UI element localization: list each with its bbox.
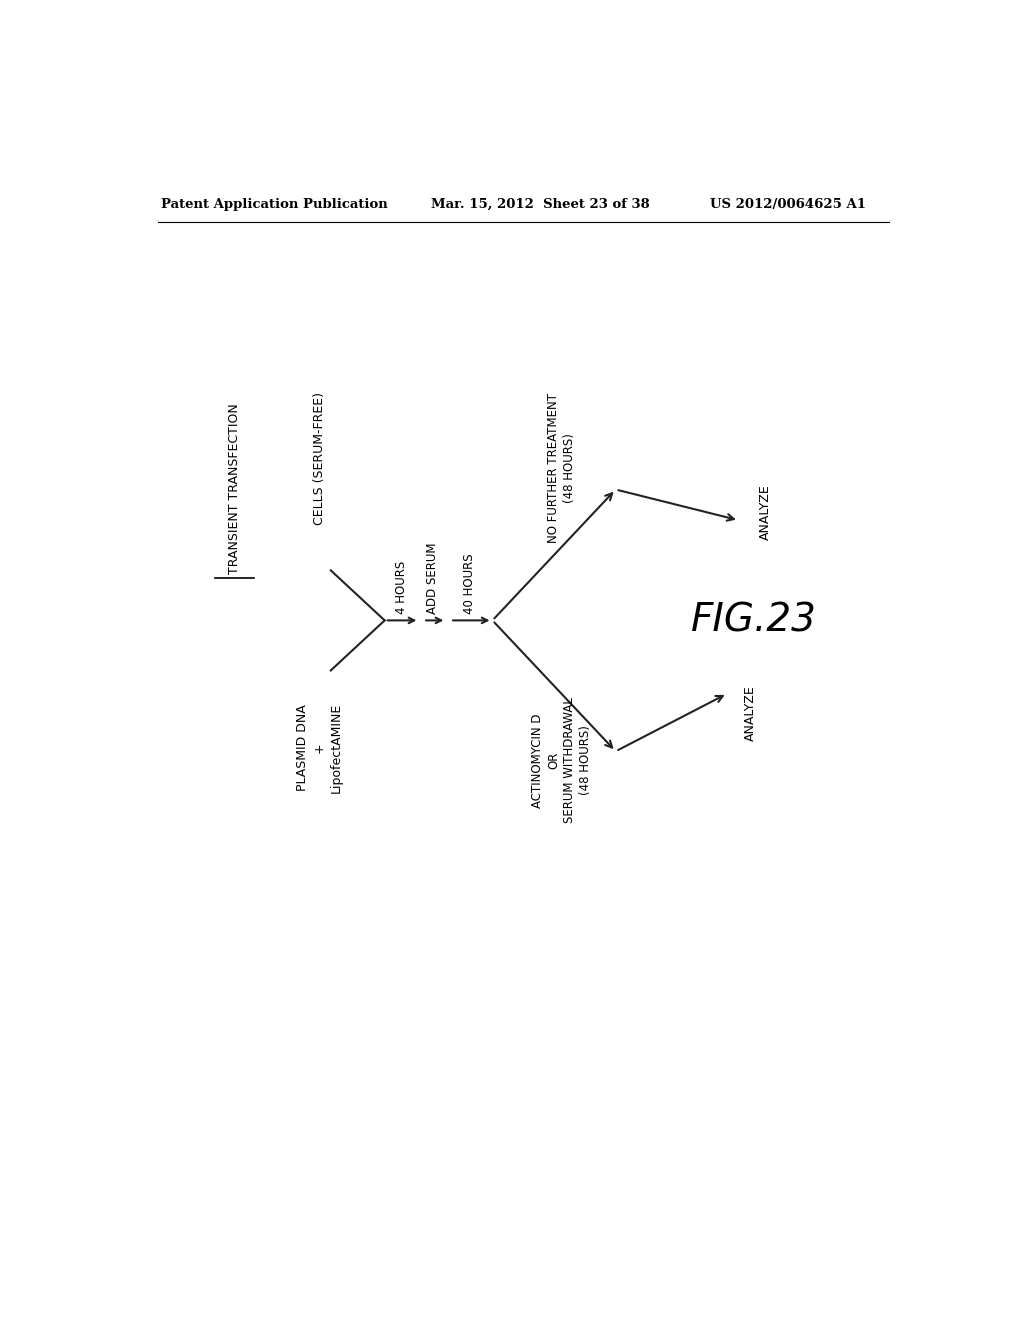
Text: NO FURTHER TREATMENT
(48 HOURS): NO FURTHER TREATMENT (48 HOURS) (547, 393, 577, 544)
Text: FIG.23: FIG.23 (691, 602, 817, 639)
Text: ANALYZE: ANALYZE (743, 685, 757, 741)
Text: ANALYZE: ANALYZE (760, 484, 772, 540)
Text: 4 HOURS: 4 HOURS (395, 561, 409, 614)
Text: Patent Application Publication: Patent Application Publication (162, 198, 388, 211)
Text: 40 HOURS: 40 HOURS (463, 553, 476, 614)
Text: ADD SERUM: ADD SERUM (426, 543, 439, 614)
Text: PLASMID DNA
+
LipofectAMINE: PLASMID DNA + LipofectAMINE (296, 702, 343, 792)
Text: TRANSIENT TRANSFECTION: TRANSIENT TRANSFECTION (228, 404, 241, 574)
Text: ACTINOMYCIN D
OR
SERUM WITHDRAWAL
(48 HOURS): ACTINOMYCIN D OR SERUM WITHDRAWAL (48 HO… (531, 697, 592, 824)
Text: Mar. 15, 2012  Sheet 23 of 38: Mar. 15, 2012 Sheet 23 of 38 (431, 198, 649, 211)
Text: CELLS (SERUM-FREE): CELLS (SERUM-FREE) (312, 392, 326, 525)
Text: US 2012/0064625 A1: US 2012/0064625 A1 (710, 198, 866, 211)
